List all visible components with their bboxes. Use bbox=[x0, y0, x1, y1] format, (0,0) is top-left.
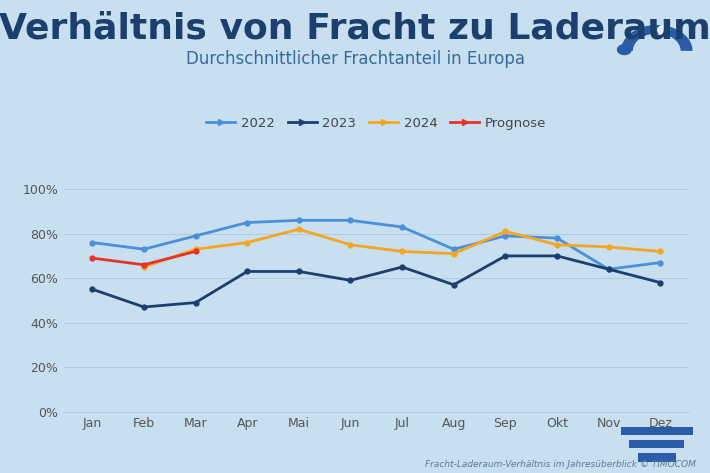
2024 bbox=[346, 242, 355, 248]
2024 bbox=[501, 228, 510, 234]
2023 bbox=[656, 280, 665, 285]
2023 bbox=[191, 300, 200, 306]
2023 bbox=[140, 304, 148, 310]
2022 bbox=[553, 235, 562, 241]
Circle shape bbox=[618, 45, 631, 54]
Circle shape bbox=[657, 26, 670, 34]
2023 bbox=[553, 253, 562, 259]
Text: Durchschnittlicher Frachtanteil in Europa: Durchschnittlicher Frachtanteil in Europ… bbox=[185, 50, 525, 68]
Prognose bbox=[191, 249, 200, 254]
2024 bbox=[449, 251, 458, 256]
2022 bbox=[656, 260, 665, 265]
2022 bbox=[449, 246, 458, 252]
2023 bbox=[449, 282, 458, 288]
2022 bbox=[191, 233, 200, 239]
Legend: 2022, 2023, 2024, Prognose: 2022, 2023, 2024, Prognose bbox=[201, 111, 552, 135]
2023 bbox=[295, 269, 303, 274]
Polygon shape bbox=[621, 25, 692, 51]
2023 bbox=[604, 266, 613, 272]
2022 bbox=[243, 219, 251, 226]
Prognose bbox=[140, 262, 148, 268]
Line: 2022: 2022 bbox=[90, 218, 662, 272]
Text: Verhältnis von Fracht zu Laderaum: Verhältnis von Fracht zu Laderaum bbox=[0, 12, 710, 46]
Line: 2023: 2023 bbox=[90, 254, 662, 309]
Line: Prognose: Prognose bbox=[90, 249, 198, 267]
2022 bbox=[501, 233, 510, 239]
2023 bbox=[243, 269, 251, 274]
Bar bbox=[621, 427, 693, 435]
2022 bbox=[295, 218, 303, 223]
2024 bbox=[295, 227, 303, 232]
2024 bbox=[243, 240, 251, 245]
Bar bbox=[638, 453, 676, 462]
2022 bbox=[88, 240, 97, 245]
2024 bbox=[191, 246, 200, 252]
2023 bbox=[346, 278, 355, 283]
2023 bbox=[501, 253, 510, 259]
2024 bbox=[398, 249, 406, 254]
Line: 2024: 2024 bbox=[141, 227, 662, 270]
2023 bbox=[398, 264, 406, 270]
2024 bbox=[604, 244, 613, 250]
2024 bbox=[140, 264, 148, 270]
Text: Fracht-Laderaum-Verhältnis im Jahresüberblick © TIMOCOM: Fracht-Laderaum-Verhältnis im Jahresüber… bbox=[425, 460, 696, 469]
2022 bbox=[140, 246, 148, 252]
Prognose bbox=[88, 255, 97, 261]
2022 bbox=[346, 218, 355, 223]
2024 bbox=[553, 242, 562, 248]
2022 bbox=[604, 266, 613, 272]
Bar bbox=[629, 440, 684, 448]
2022 bbox=[398, 224, 406, 230]
2024 bbox=[656, 249, 665, 254]
2023 bbox=[88, 287, 97, 292]
